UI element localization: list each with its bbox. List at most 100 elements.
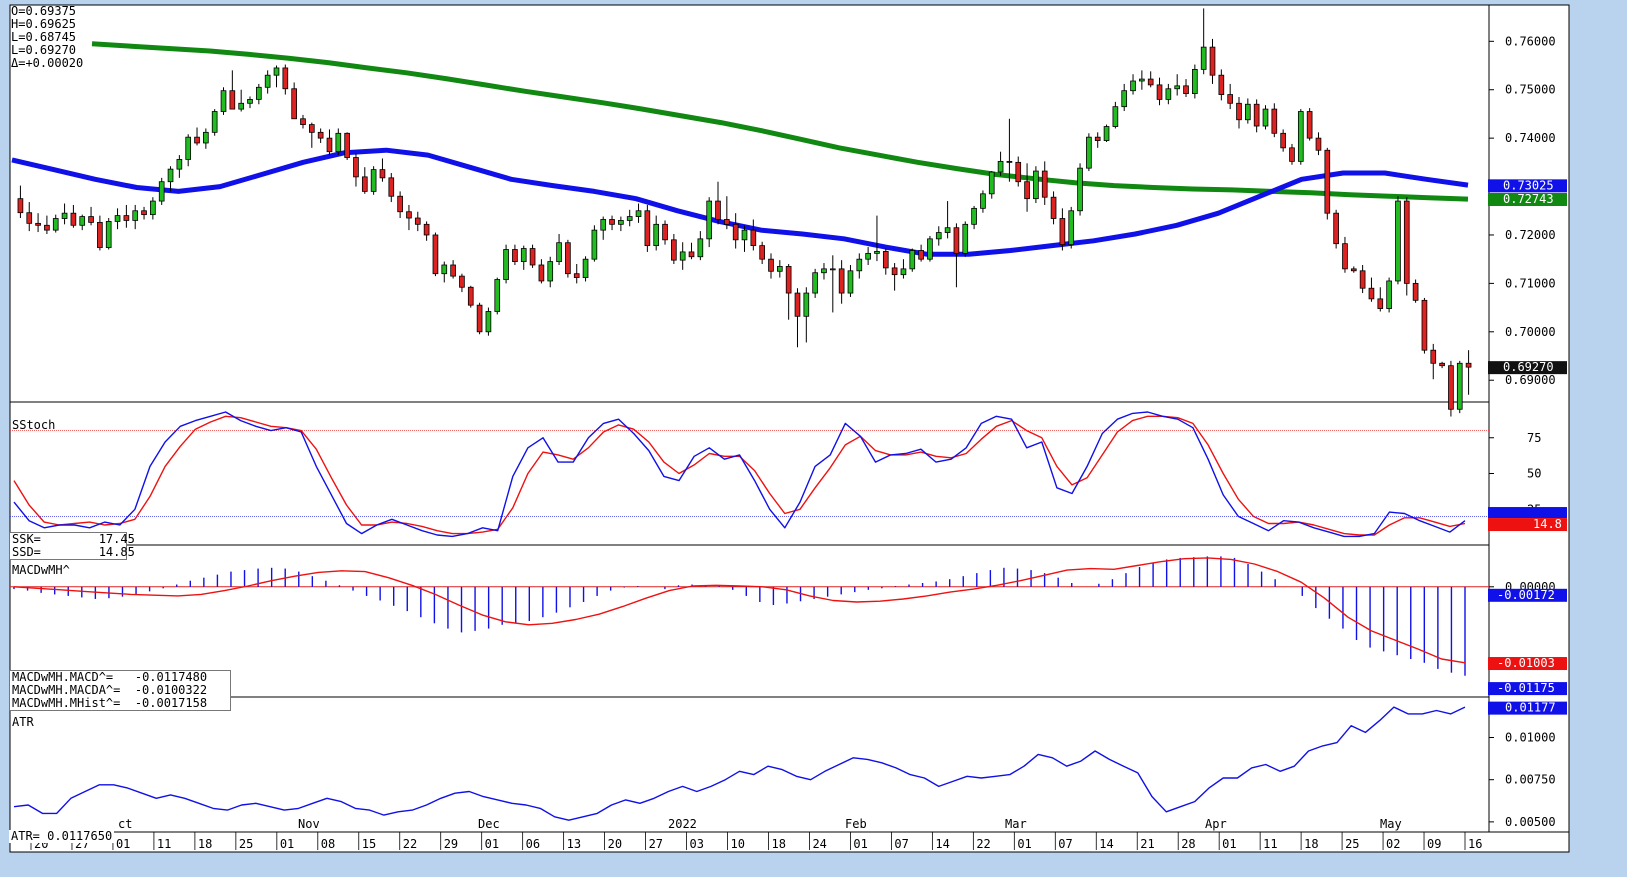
x-day-label: 28 [1181,837,1195,851]
candle-body [485,311,492,333]
candle-body [1112,106,1119,127]
candle-body [1024,181,1030,200]
candle-body [1059,218,1066,246]
candle-body [865,252,871,260]
candle-body [1147,78,1154,86]
x-month-label: Dec [478,817,500,831]
candle-body [891,267,898,276]
candle-body [882,251,889,269]
candle-body [759,245,765,260]
candle-body [962,223,969,254]
candle-body [829,268,836,271]
candle-body [61,212,68,219]
x-day-label: 29 [444,837,458,851]
candle-body [697,238,704,258]
candle-body [185,136,192,160]
stoch-readout: SSK= 17.45 SSD= 14.85 [9,532,135,560]
price-tick-label: 0.71000 [1505,276,1556,290]
candle-body [70,212,77,226]
candle-body [1412,282,1419,301]
candle-body [203,131,209,144]
candle-body [1103,126,1110,141]
x-day-label: 20 [608,837,622,851]
candle-body [662,223,668,241]
candle-body [997,160,1004,173]
candle-body [344,132,350,158]
candle-body [812,272,818,294]
x-day-label: 01 [1222,837,1236,851]
candle-body [1086,136,1092,169]
x-day-label: 11 [157,837,171,851]
candle-body [388,177,395,197]
candle-body [600,219,607,231]
candle-body [1342,243,1348,270]
candle-body [1324,149,1331,214]
candle-body [1218,74,1225,95]
x-day-label: 03 [690,837,704,851]
candle-body [847,270,854,294]
candle-body [459,275,465,288]
candle-body [821,268,827,274]
atr-title: ATR [12,715,34,729]
atr-value: 0.0117650 [47,829,113,843]
x-day-label: 22 [976,837,990,851]
candle-body [609,219,615,225]
candle-body [688,251,695,258]
candle-body [679,251,686,261]
ohlc-high: H=0.69625 [11,17,77,31]
candle-body [105,221,112,248]
stoch-k-line [13,411,1466,538]
x-day-label: 06 [526,837,540,851]
macd-value: -0.0117480 [134,670,208,684]
candle-body [370,169,377,192]
x-month-label: Mar [1005,817,1027,831]
candle-body [432,234,439,275]
x-day-label: 18 [771,837,785,851]
macd-pane [9,544,1490,698]
candle-body [256,86,262,100]
x-day-label: 18 [1304,837,1318,851]
candle-body [794,292,801,317]
candle-body [1359,270,1366,289]
candle-body [547,261,554,282]
candle-body [512,249,518,262]
candle-body [1421,299,1428,351]
candle-body [538,264,545,282]
candle-body [529,248,536,266]
candle-body [1236,102,1242,121]
price-tag [1488,179,1567,193]
macd-tag [1488,588,1567,602]
candle-body [935,232,942,240]
candle-body [1439,362,1445,367]
candle-body [397,195,403,213]
candle-body [1271,108,1278,134]
candle-body [776,266,783,272]
candle-body [52,218,59,231]
x-day-label: 18 [198,837,212,851]
candle-body [503,249,509,280]
candle-body [715,200,721,220]
atr-tag [1488,701,1567,715]
candle-body [1289,147,1295,162]
macd-tag-label: -0.00172 [1497,588,1555,602]
candle-body [211,111,218,133]
price-tag-label: 0.72743 [1503,192,1554,206]
x-month-label: May [1380,817,1402,831]
macd-title: MACDwMH^ [12,563,70,577]
candle-body [1174,85,1181,90]
ohlc-change: Δ=+0.00020 [11,56,84,70]
candle-body [573,273,580,278]
stoch-tick-label: 50 [1527,467,1541,481]
candle-body [150,200,156,216]
candle-body [414,217,421,225]
stoch-tag-label: 14.8 [1533,517,1562,531]
candle-body [300,118,306,125]
candle-body [644,210,651,247]
candle-body [626,216,633,221]
candle-body [273,67,280,76]
candle-body [176,159,183,170]
candle-body [1130,80,1136,92]
x-day-label: 15 [362,837,376,851]
